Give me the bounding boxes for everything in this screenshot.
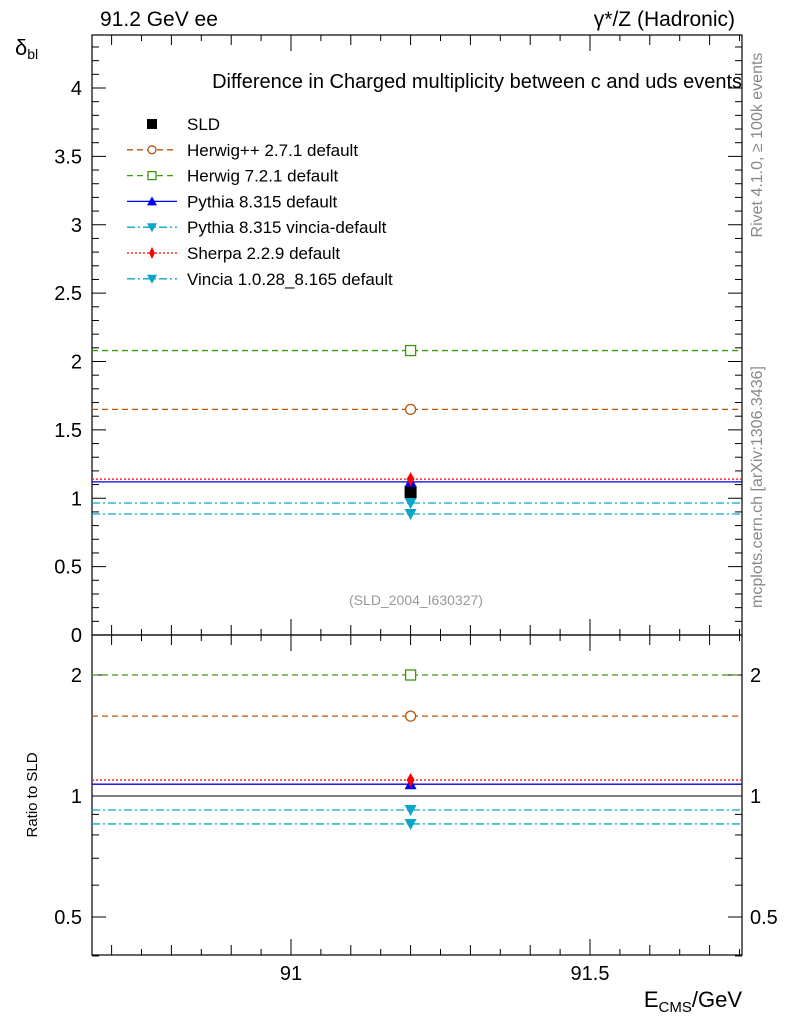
legend-marker — [147, 170, 157, 181]
ratio-data-point — [404, 710, 417, 722]
top-right-label: γ*/Z (Hadronic) — [594, 8, 735, 31]
ratio-plot-frame — [91, 634, 743, 956]
ratio-data-point — [404, 804, 417, 816]
legend-label: Herwig 7.2.1 default — [187, 167, 338, 186]
y-tick-label: 2.5 — [54, 283, 82, 305]
ratio-y-tick-label-right: 1 — [750, 786, 761, 808]
legend-marker — [147, 119, 157, 129]
data-point — [404, 498, 417, 510]
legend-marker — [149, 247, 155, 259]
ratio-data-point — [406, 772, 415, 787]
x-tick-label: 91 — [280, 963, 302, 985]
data-point — [404, 486, 417, 499]
data-point — [406, 472, 415, 487]
ratio-y-tick-label: 1 — [71, 786, 82, 808]
legend-label: SLD — [187, 115, 220, 134]
legend-marker — [147, 145, 157, 155]
y-tick-label: 3.5 — [54, 146, 82, 168]
ratio-data-point — [404, 669, 417, 681]
ratio-y-tick-label: 0.5 — [54, 907, 82, 929]
top-left-label: 91.2 GeV ee — [100, 8, 218, 31]
side-label-rivet: Rivet 4.1.0, ≥ 100k events — [749, 53, 766, 238]
legend-label: Pythia 8.315 default — [187, 192, 338, 211]
y-tick-label: 4 — [71, 78, 82, 100]
ratio-y-tick-label-right: 2 — [750, 665, 761, 687]
ratio-y-tick-label-right: 0.5 — [750, 907, 778, 929]
legend-label: Vincia 1.0.28_8.165 default — [187, 270, 393, 289]
ratio-y-tick-label: 2 — [71, 665, 82, 687]
plot-title: Difference in Charged multiplicity betwe… — [212, 71, 742, 93]
y-tick-label: 3 — [71, 215, 82, 237]
side-label-mcplots: mcplots.cern.ch [arXiv:1306.3436] — [749, 366, 766, 608]
y-tick-label: 2 — [71, 352, 82, 374]
analysis-label: (SLD_2004_I630327) — [349, 592, 483, 608]
x-tick-label: 91.5 — [571, 963, 610, 985]
data-point — [404, 508, 417, 520]
ratio-y-axis-label: Ratio to SLD — [24, 752, 41, 837]
ratio-data-point — [404, 818, 417, 830]
legend-marker — [147, 196, 157, 206]
legend-label: Herwig++ 2.7.1 default — [187, 141, 358, 160]
y-axis-label: δbl — [15, 35, 38, 62]
y-tick-label: 0.5 — [54, 557, 82, 579]
y-tick-label: 1 — [71, 488, 82, 510]
data-point — [404, 403, 417, 416]
data-point — [404, 344, 417, 357]
y-tick-label: 0 — [71, 625, 82, 647]
x-axis-label: ECMS/GeV — [644, 987, 742, 1016]
legend-label: Sherpa 2.2.9 default — [187, 244, 340, 263]
y-tick-label: 1.5 — [54, 420, 82, 442]
legend-marker — [147, 223, 157, 233]
legend-marker — [147, 274, 157, 284]
legend-label: Pythia 8.315 vincia-default — [187, 218, 387, 237]
